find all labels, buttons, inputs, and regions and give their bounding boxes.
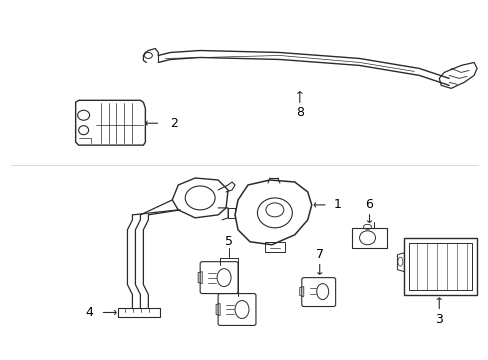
Text: 5: 5	[224, 235, 233, 248]
Text: 7: 7	[315, 248, 323, 261]
Text: 6: 6	[365, 198, 373, 211]
Text: 4: 4	[85, 306, 93, 319]
Text: 3: 3	[434, 313, 442, 326]
Text: 1: 1	[333, 198, 341, 211]
Text: 8: 8	[295, 106, 303, 119]
Text: 2: 2	[170, 117, 178, 130]
